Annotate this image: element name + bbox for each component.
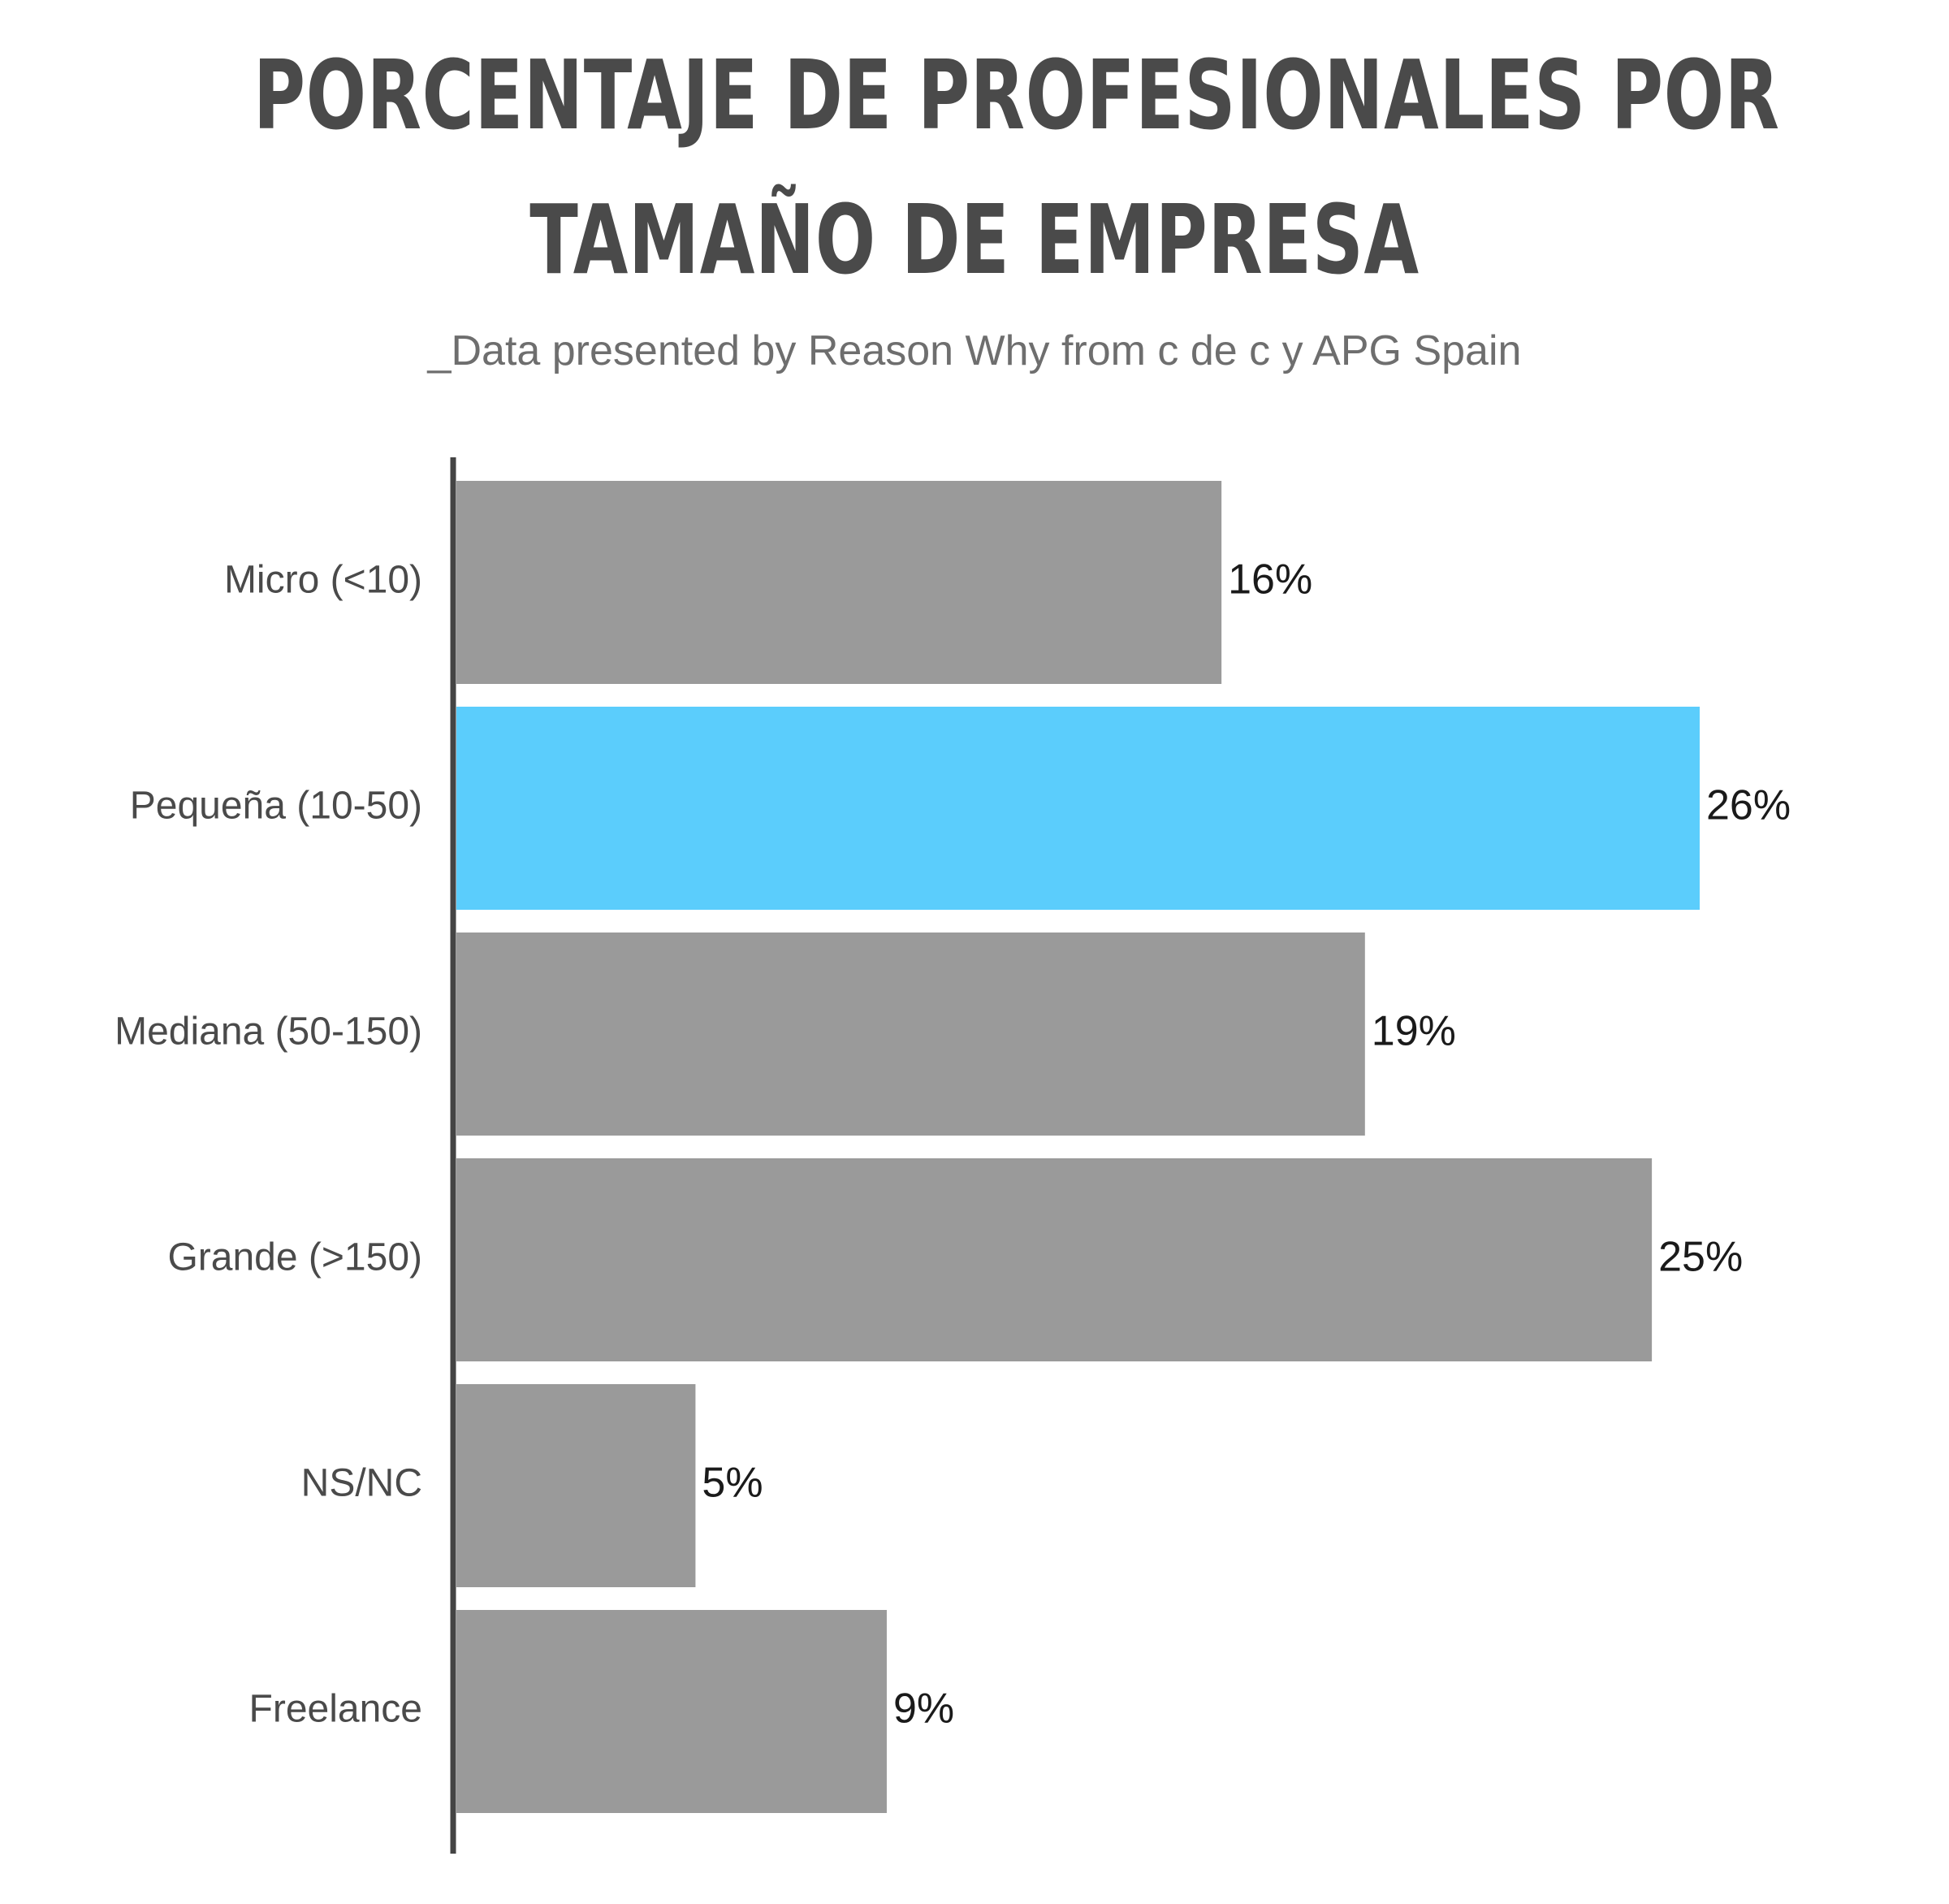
- value-label-4: 5%: [702, 1460, 763, 1507]
- chart-subtitle: _Data presented by Reason Why from c de …: [427, 327, 1522, 374]
- category-label-5: Freelance: [249, 1688, 422, 1731]
- bar-1: [456, 707, 1700, 910]
- value-label-0: 16%: [1228, 556, 1312, 604]
- value-label-3: 25%: [1658, 1234, 1743, 1281]
- category-label-0: Micro (<10): [224, 559, 422, 602]
- category-label-1: Pequeña (10-50): [130, 785, 422, 828]
- bar-0: [456, 481, 1222, 684]
- chart-title-line-1: PORCENTAJE DE PROFESIONALES POR: [253, 39, 1780, 151]
- value-label-1: 26%: [1706, 782, 1791, 829]
- chart-title: PORCENTAJE DE PROFESIONALES POR TAMAÑO D…: [253, 23, 1780, 312]
- bar-4: [456, 1384, 696, 1587]
- bar-3: [456, 1158, 1653, 1361]
- category-label-3: Grande (>150): [167, 1236, 422, 1279]
- value-label-5: 9%: [893, 1685, 954, 1733]
- category-label-2: Mediana (50-150): [115, 1010, 422, 1054]
- chart-title-line-2: TAMAÑO DE EMPRESA: [529, 184, 1420, 296]
- bar-2: [456, 933, 1365, 1136]
- bar-5: [456, 1610, 887, 1813]
- category-label-4: NS/NC: [301, 1462, 422, 1505]
- value-label-2: 19%: [1372, 1008, 1456, 1055]
